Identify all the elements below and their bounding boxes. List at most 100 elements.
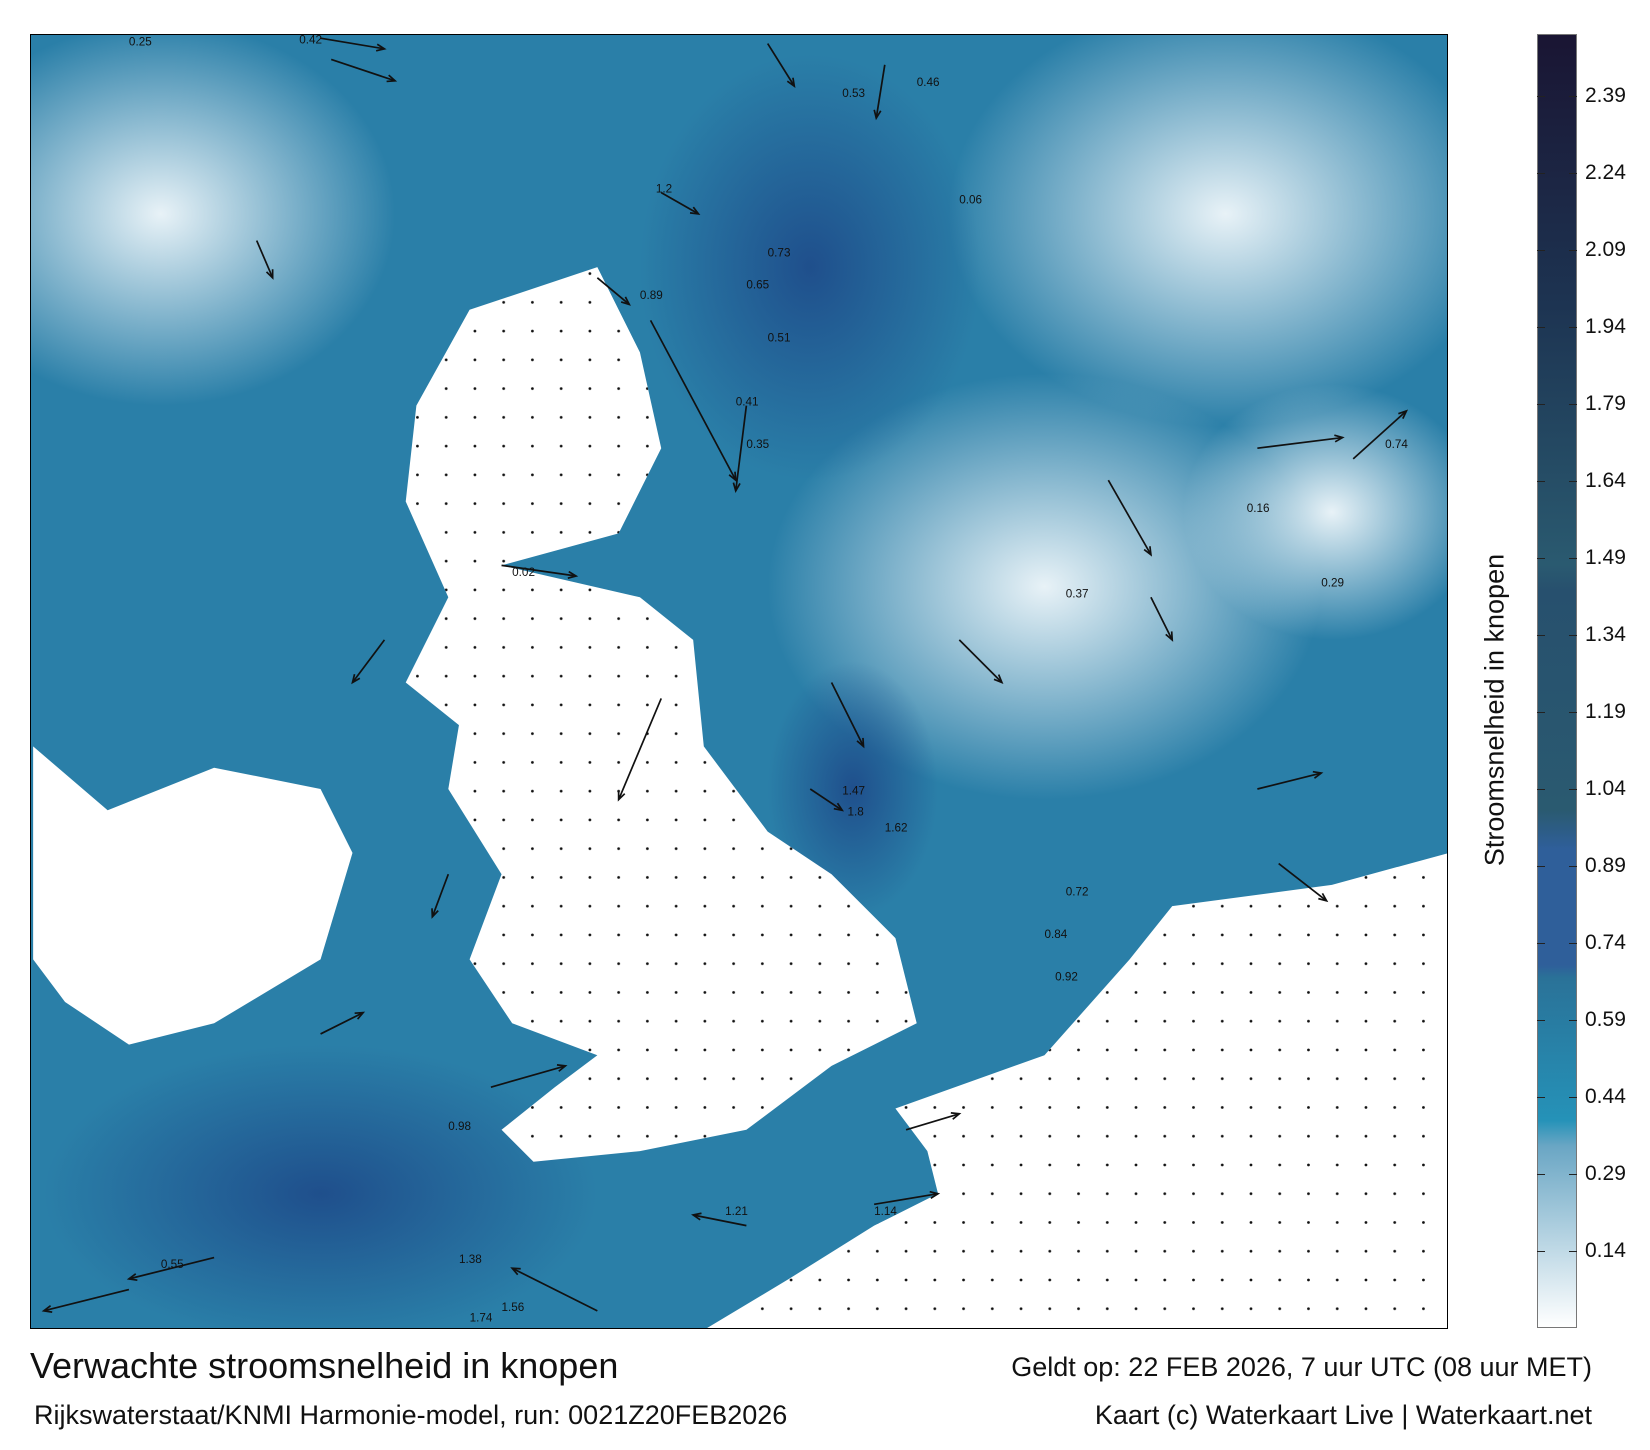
current-arrow — [1352, 410, 1407, 460]
current-arrow — [1150, 596, 1173, 641]
colorbar-tick-label: 0.59 — [1585, 1008, 1626, 1031]
speed-label: 1.47 — [842, 784, 865, 797]
speed-label: 0.74 — [1385, 438, 1408, 451]
colorbar-tick — [1569, 327, 1577, 328]
colorbar-tick-label: 1.94 — [1585, 315, 1626, 338]
current-arrow — [958, 639, 1003, 684]
colorbar-tick-label: 1.19 — [1585, 700, 1626, 723]
map-credit: Kaart (c) Waterkaart Live | Waterkaart.n… — [1094, 1400, 1592, 1430]
current-arrow — [511, 1267, 598, 1312]
current-arrow — [830, 682, 865, 747]
speed-label: 1.2 — [656, 183, 672, 196]
colorbar-tick — [1537, 404, 1545, 405]
arrow-head — [691, 1212, 702, 1221]
fast-current-area — [767, 661, 939, 917]
speed-label: 0.06 — [959, 193, 982, 206]
colorbar-tick — [1569, 635, 1577, 636]
map-title: Verwachte stroomsnelheid in knopen — [30, 1345, 619, 1386]
colorbar-tick — [1537, 1020, 1545, 1021]
arrow-head — [1398, 409, 1409, 420]
current-arrow — [692, 1214, 747, 1227]
current-arrow — [128, 1256, 215, 1280]
colorbar-tick — [1569, 1020, 1577, 1021]
colorbar-tick — [1569, 712, 1577, 713]
colorbar-tick-label: 2.39 — [1585, 84, 1626, 107]
colorbar-tick — [1537, 866, 1545, 867]
speed-label: 0.37 — [1066, 587, 1089, 600]
current-arrow — [875, 64, 886, 119]
colorbar-tick — [1569, 96, 1577, 97]
speed-label: 0.51 — [768, 332, 791, 345]
current-arrow — [1257, 772, 1322, 790]
current-arrow — [501, 564, 577, 577]
speed-label: 1.74 — [470, 1311, 493, 1324]
speed-label: 0.25 — [129, 36, 152, 49]
current-arrow — [766, 43, 796, 87]
colorbar-tick — [1537, 789, 1545, 790]
current-arrow — [1107, 479, 1152, 556]
light-water-area — [31, 35, 396, 406]
colorbar-tick — [1569, 404, 1577, 405]
arrow-head — [386, 74, 398, 83]
arrow-head — [620, 296, 631, 306]
colorbar-tick — [1569, 1097, 1577, 1098]
speed-label: 0.55 — [161, 1258, 184, 1271]
current-speed-map[interactable]: 0.42 0.25 0.46 0.53 1.2 0.89 0.73 0.65 0.51 0.41 0… — [30, 34, 1448, 1329]
colorbar-tick-label: 2.09 — [1585, 238, 1626, 261]
arrow-head — [510, 1267, 521, 1276]
colorbar-tick-label: 1.49 — [1585, 546, 1626, 569]
arrow-head — [431, 908, 439, 919]
colorbar-tick — [1569, 558, 1577, 559]
colorbar-tick — [1569, 173, 1577, 174]
colorbar-tick — [1537, 173, 1545, 174]
model-source: Rijkswaterstaat/KNMI Harmonie-model, run… — [34, 1400, 788, 1430]
arrow-head — [1165, 631, 1174, 642]
colorbar-tick-label: 2.24 — [1585, 161, 1626, 184]
speed-labels: 0.42 0.25 0.46 0.53 1.2 0.89 0.73 0.65 0.51 0.41 0… — [129, 35, 1408, 1324]
speed-label: 1.38 — [459, 1253, 482, 1266]
colorbar-tick-label: 0.14 — [1585, 1239, 1626, 1262]
colorbar-tick-label: 0.44 — [1585, 1085, 1626, 1108]
colorbar-tick-label: 1.64 — [1585, 469, 1626, 492]
arrow-head — [786, 77, 796, 88]
speed-label: 0.46 — [917, 76, 940, 89]
speed-label: 1.14 — [874, 1205, 897, 1218]
colorbar-tick — [1537, 1097, 1545, 1098]
colorbar-tick — [1569, 481, 1577, 482]
arrow-head — [833, 802, 845, 812]
current-arrow — [649, 320, 737, 481]
colorbar-tick — [1537, 943, 1545, 944]
speed-label: 0.16 — [1247, 502, 1270, 515]
colorbar-tick — [1537, 327, 1545, 328]
arrow-head — [950, 1112, 962, 1120]
current-arrow — [1278, 862, 1328, 902]
speed-label: 0.92 — [1055, 971, 1078, 984]
current-arrow — [905, 1112, 960, 1131]
speed-label: 0.65 — [746, 278, 769, 291]
current-arrow — [255, 240, 274, 279]
light-water-area — [1182, 384, 1447, 640]
arrow-head — [728, 471, 737, 483]
colorbar-tick — [1537, 558, 1545, 559]
speed-label: 0.29 — [1321, 577, 1344, 590]
colorbar-tick — [1537, 481, 1545, 482]
colorbar-tick — [1569, 1251, 1577, 1252]
colorbar-tick — [1569, 866, 1577, 867]
current-arrow — [320, 37, 385, 50]
speed-label: 0.42 — [299, 35, 322, 47]
current-arrow — [596, 277, 630, 306]
current-arrow — [873, 1192, 939, 1206]
arrow-head — [617, 791, 626, 802]
current-arrow — [660, 191, 699, 215]
current-arrow — [617, 698, 663, 800]
colorbar-tick — [1537, 712, 1545, 713]
arrow-head — [1318, 892, 1329, 903]
arrow-head — [354, 1011, 366, 1020]
speed-label: 0.53 — [842, 87, 865, 100]
current-arrow — [320, 1011, 364, 1035]
colorbar-tick — [1569, 1174, 1577, 1175]
valid-time: Geldt op: 22 FEB 2026, 7 uur UTC (08 uur… — [1011, 1352, 1592, 1382]
arrow-head — [689, 206, 701, 215]
colorbar-tick — [1537, 250, 1545, 251]
colorbar-tick-label: 0.89 — [1585, 854, 1626, 877]
